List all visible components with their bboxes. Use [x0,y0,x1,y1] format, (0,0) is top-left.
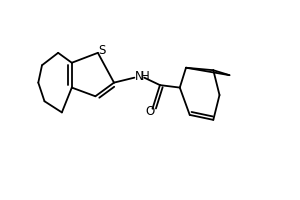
Text: N: N [134,70,143,83]
Text: H: H [141,70,150,83]
Text: S: S [99,44,106,57]
Text: O: O [145,105,154,118]
